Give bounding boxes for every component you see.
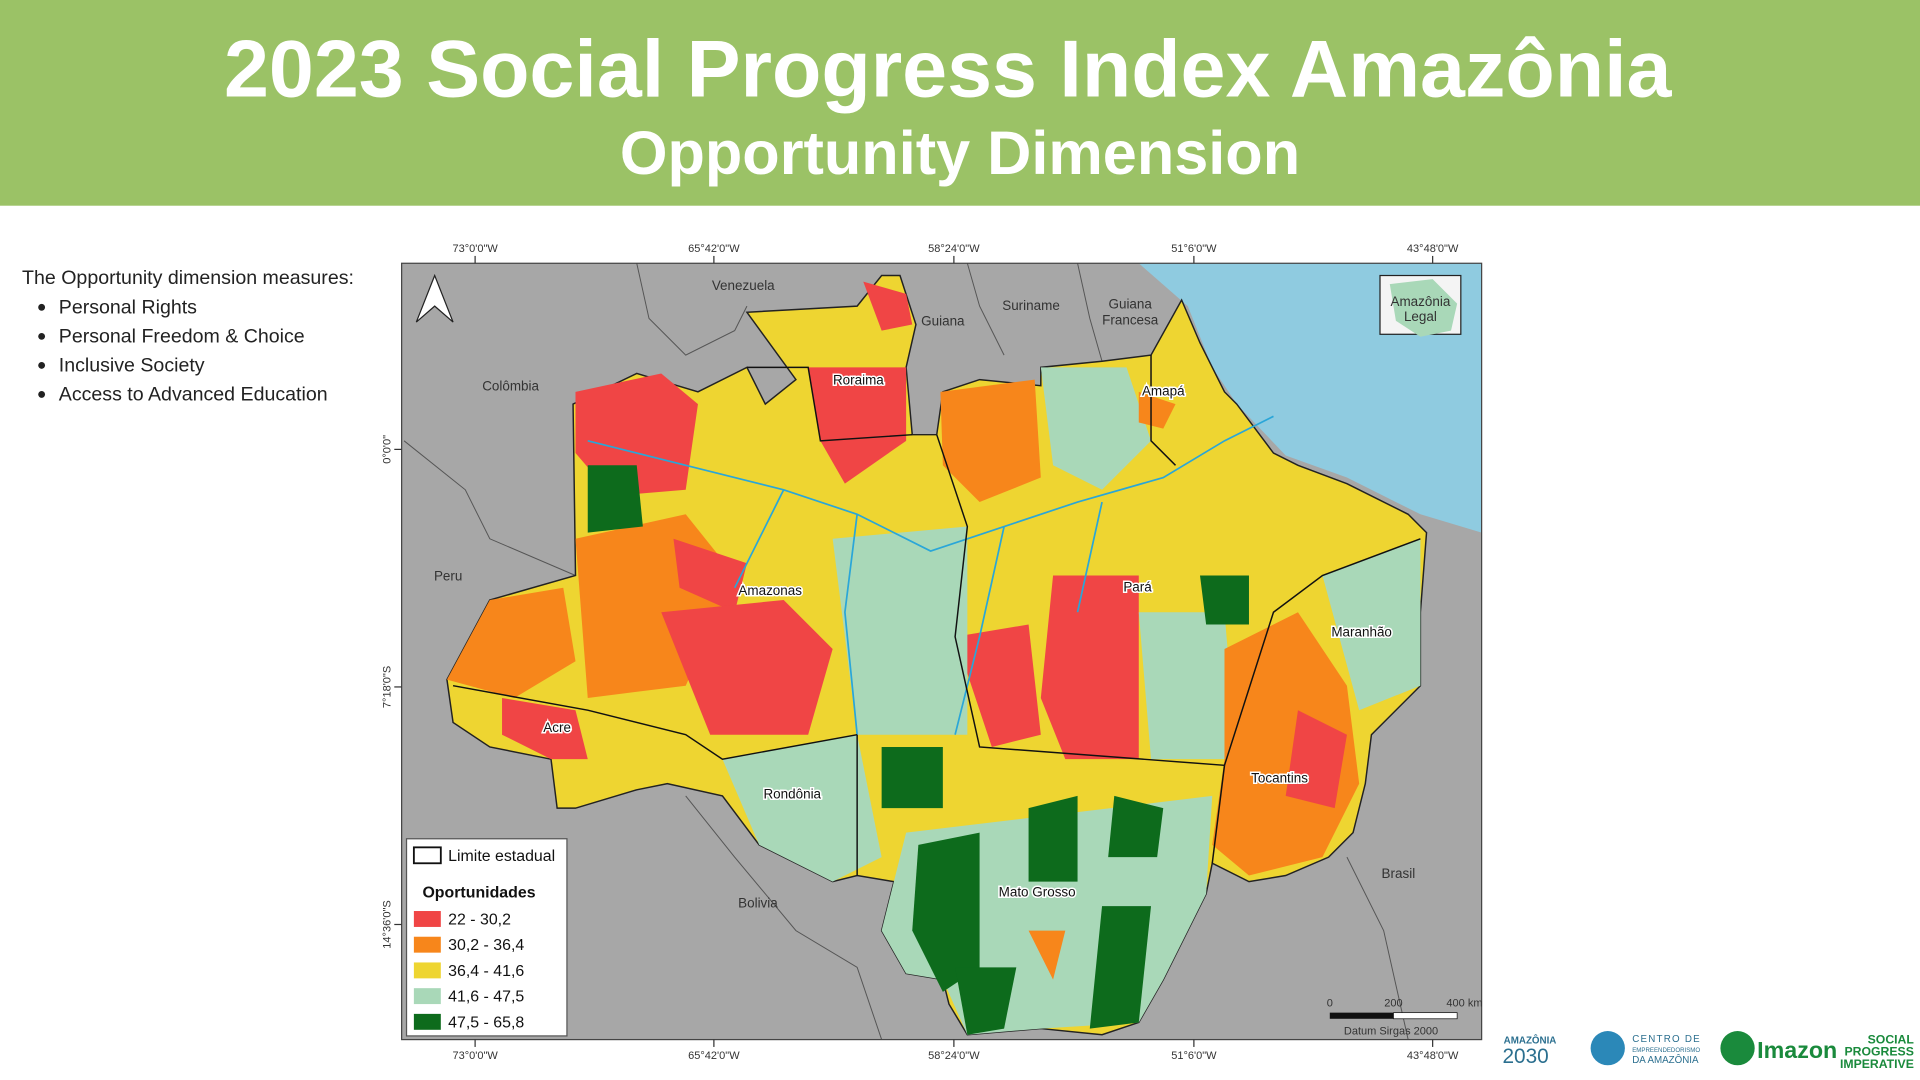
logo-icon bbox=[1590, 1031, 1625, 1066]
logo-text: Imazon bbox=[1757, 1037, 1837, 1063]
latitude-label: 14°36'0"S bbox=[382, 900, 394, 948]
intro-lead: The Opportunity dimension measures: bbox=[22, 267, 354, 289]
legend-label: 30,2 - 36,4 bbox=[448, 937, 524, 954]
state-label: Roraima bbox=[833, 372, 884, 387]
inset-region bbox=[1389, 279, 1458, 337]
scale-label: 200 bbox=[1384, 998, 1402, 1010]
country-label: Colômbia bbox=[482, 379, 539, 394]
country-borders bbox=[403, 263, 1409, 1040]
logo-text: AMAZÔNIA bbox=[1504, 1034, 1557, 1046]
legend-label: 22 - 30,2 bbox=[448, 911, 511, 928]
logo-text: DA AMAZÔNIA bbox=[1632, 1055, 1699, 1066]
bullet-dot bbox=[38, 303, 46, 311]
country-label: Francesa bbox=[1102, 312, 1159, 327]
bullet-item: Access to Advanced Education bbox=[59, 384, 328, 406]
longitude-label: 43°48'0"W bbox=[1407, 243, 1459, 255]
state-label: Pará bbox=[1123, 579, 1152, 594]
legend-label: 47,5 - 65,8 bbox=[448, 1014, 524, 1031]
logo-text: 2030 bbox=[1502, 1045, 1548, 1068]
rivers bbox=[587, 415, 1274, 735]
legend-swatch bbox=[413, 962, 441, 979]
latitude-label: 7°18'0"S bbox=[382, 666, 394, 708]
logo-text: CENTRO DE bbox=[1632, 1034, 1701, 1045]
datum: Datum Sirgas 2000 bbox=[1344, 1026, 1438, 1038]
longitude-label: 65°42'0"W bbox=[688, 1050, 740, 1062]
state-label: Maranhão bbox=[1331, 625, 1392, 640]
state-label: Acre bbox=[543, 720, 571, 735]
state-label: Rondônia bbox=[763, 786, 821, 801]
country-label: Brasil bbox=[1382, 866, 1416, 881]
bullet-dot bbox=[38, 361, 46, 369]
latitude-label: 0°0'0" bbox=[382, 435, 394, 464]
legend-swatch bbox=[413, 936, 441, 953]
state-label: Amazonas bbox=[738, 583, 802, 598]
country-label: Guiana bbox=[921, 314, 965, 329]
subtitle: Opportunity Dimension bbox=[620, 119, 1300, 187]
north-arrow bbox=[415, 273, 454, 323]
legend-boundary: Limite estadual bbox=[448, 848, 555, 865]
longitude-label: 73°0'0"W bbox=[452, 1050, 498, 1062]
bullet-dot bbox=[38, 390, 46, 398]
state-label: Mato Grosso bbox=[999, 884, 1076, 899]
country-label: Bolivia bbox=[738, 895, 778, 910]
logo-text: PROGRESS bbox=[1845, 1045, 1914, 1059]
logo-text: SOCIAL bbox=[1868, 1032, 1915, 1046]
logo-text: EMPREENDEDORISMO bbox=[1632, 1047, 1700, 1054]
legend-label: 41,6 - 47,5 bbox=[448, 989, 524, 1006]
longitude-label: 58°24'0"W bbox=[928, 243, 980, 255]
scale-bar bbox=[1393, 1012, 1458, 1020]
longitude-label: 51°6'0"W bbox=[1171, 243, 1217, 255]
country-label: Guiana bbox=[1109, 297, 1153, 312]
map: Amazônia Legal bbox=[401, 262, 1483, 1041]
scale-label: 0 bbox=[1327, 998, 1333, 1010]
bullet-item: Personal Rights bbox=[59, 296, 197, 318]
country-label: Peru bbox=[434, 568, 462, 583]
scale-label: 400 km bbox=[1446, 998, 1482, 1010]
country-label: Venezuela bbox=[712, 278, 775, 293]
legend-swatch bbox=[413, 988, 441, 1005]
bullet-item: Personal Freedom & Choice bbox=[59, 325, 305, 347]
state-label: Amapá bbox=[1142, 384, 1185, 399]
map-frame bbox=[401, 262, 1483, 1041]
logo-icon bbox=[1720, 1031, 1755, 1066]
bullet-item: Inclusive Society bbox=[59, 355, 205, 377]
patches bbox=[446, 281, 1421, 1035]
longitude-label: 65°42'0"W bbox=[688, 243, 740, 255]
scale-bar bbox=[1329, 1012, 1394, 1019]
legend-label: 36,4 - 41,6 bbox=[448, 963, 524, 980]
bullet-list: Personal Rights Personal Freedom & Choice… bbox=[38, 296, 328, 406]
longitude-label: 58°24'0"W bbox=[928, 1050, 980, 1062]
state-label: Tocantins bbox=[1251, 770, 1308, 785]
bullet-dot bbox=[38, 332, 46, 340]
inset-label: Amazônia bbox=[1390, 294, 1450, 309]
legend-boundary-swatch bbox=[412, 846, 442, 865]
legend-swatch bbox=[413, 1013, 441, 1030]
legend-swatch bbox=[413, 911, 441, 927]
longitude-label: 43°48'0"W bbox=[1407, 1050, 1459, 1062]
logo-text: IMPERATIVE bbox=[1840, 1057, 1914, 1071]
longitude-label: 51°6'0"W bbox=[1171, 1050, 1217, 1062]
legend-title: Oportunidades bbox=[422, 885, 535, 902]
longitude-label: 73°0'0"W bbox=[452, 243, 498, 255]
state-borders bbox=[452, 355, 1421, 876]
legend-classes: 22 - 30,2 30,2 - 36,4 36,4 - 41,6 41,6 - 47… bbox=[413, 911, 524, 1031]
inset-label: Legal bbox=[1404, 309, 1437, 324]
title: 2023 Social Progress Index Amazônia bbox=[224, 25, 1673, 115]
coordinate-labels: 73°0'0"W 73°0'0"W 65°42'0"W 65°42'0"W 58°24'… bbox=[382, 243, 1459, 1062]
header-band bbox=[0, 0, 1920, 206]
country-label: Suriname bbox=[1002, 298, 1060, 313]
